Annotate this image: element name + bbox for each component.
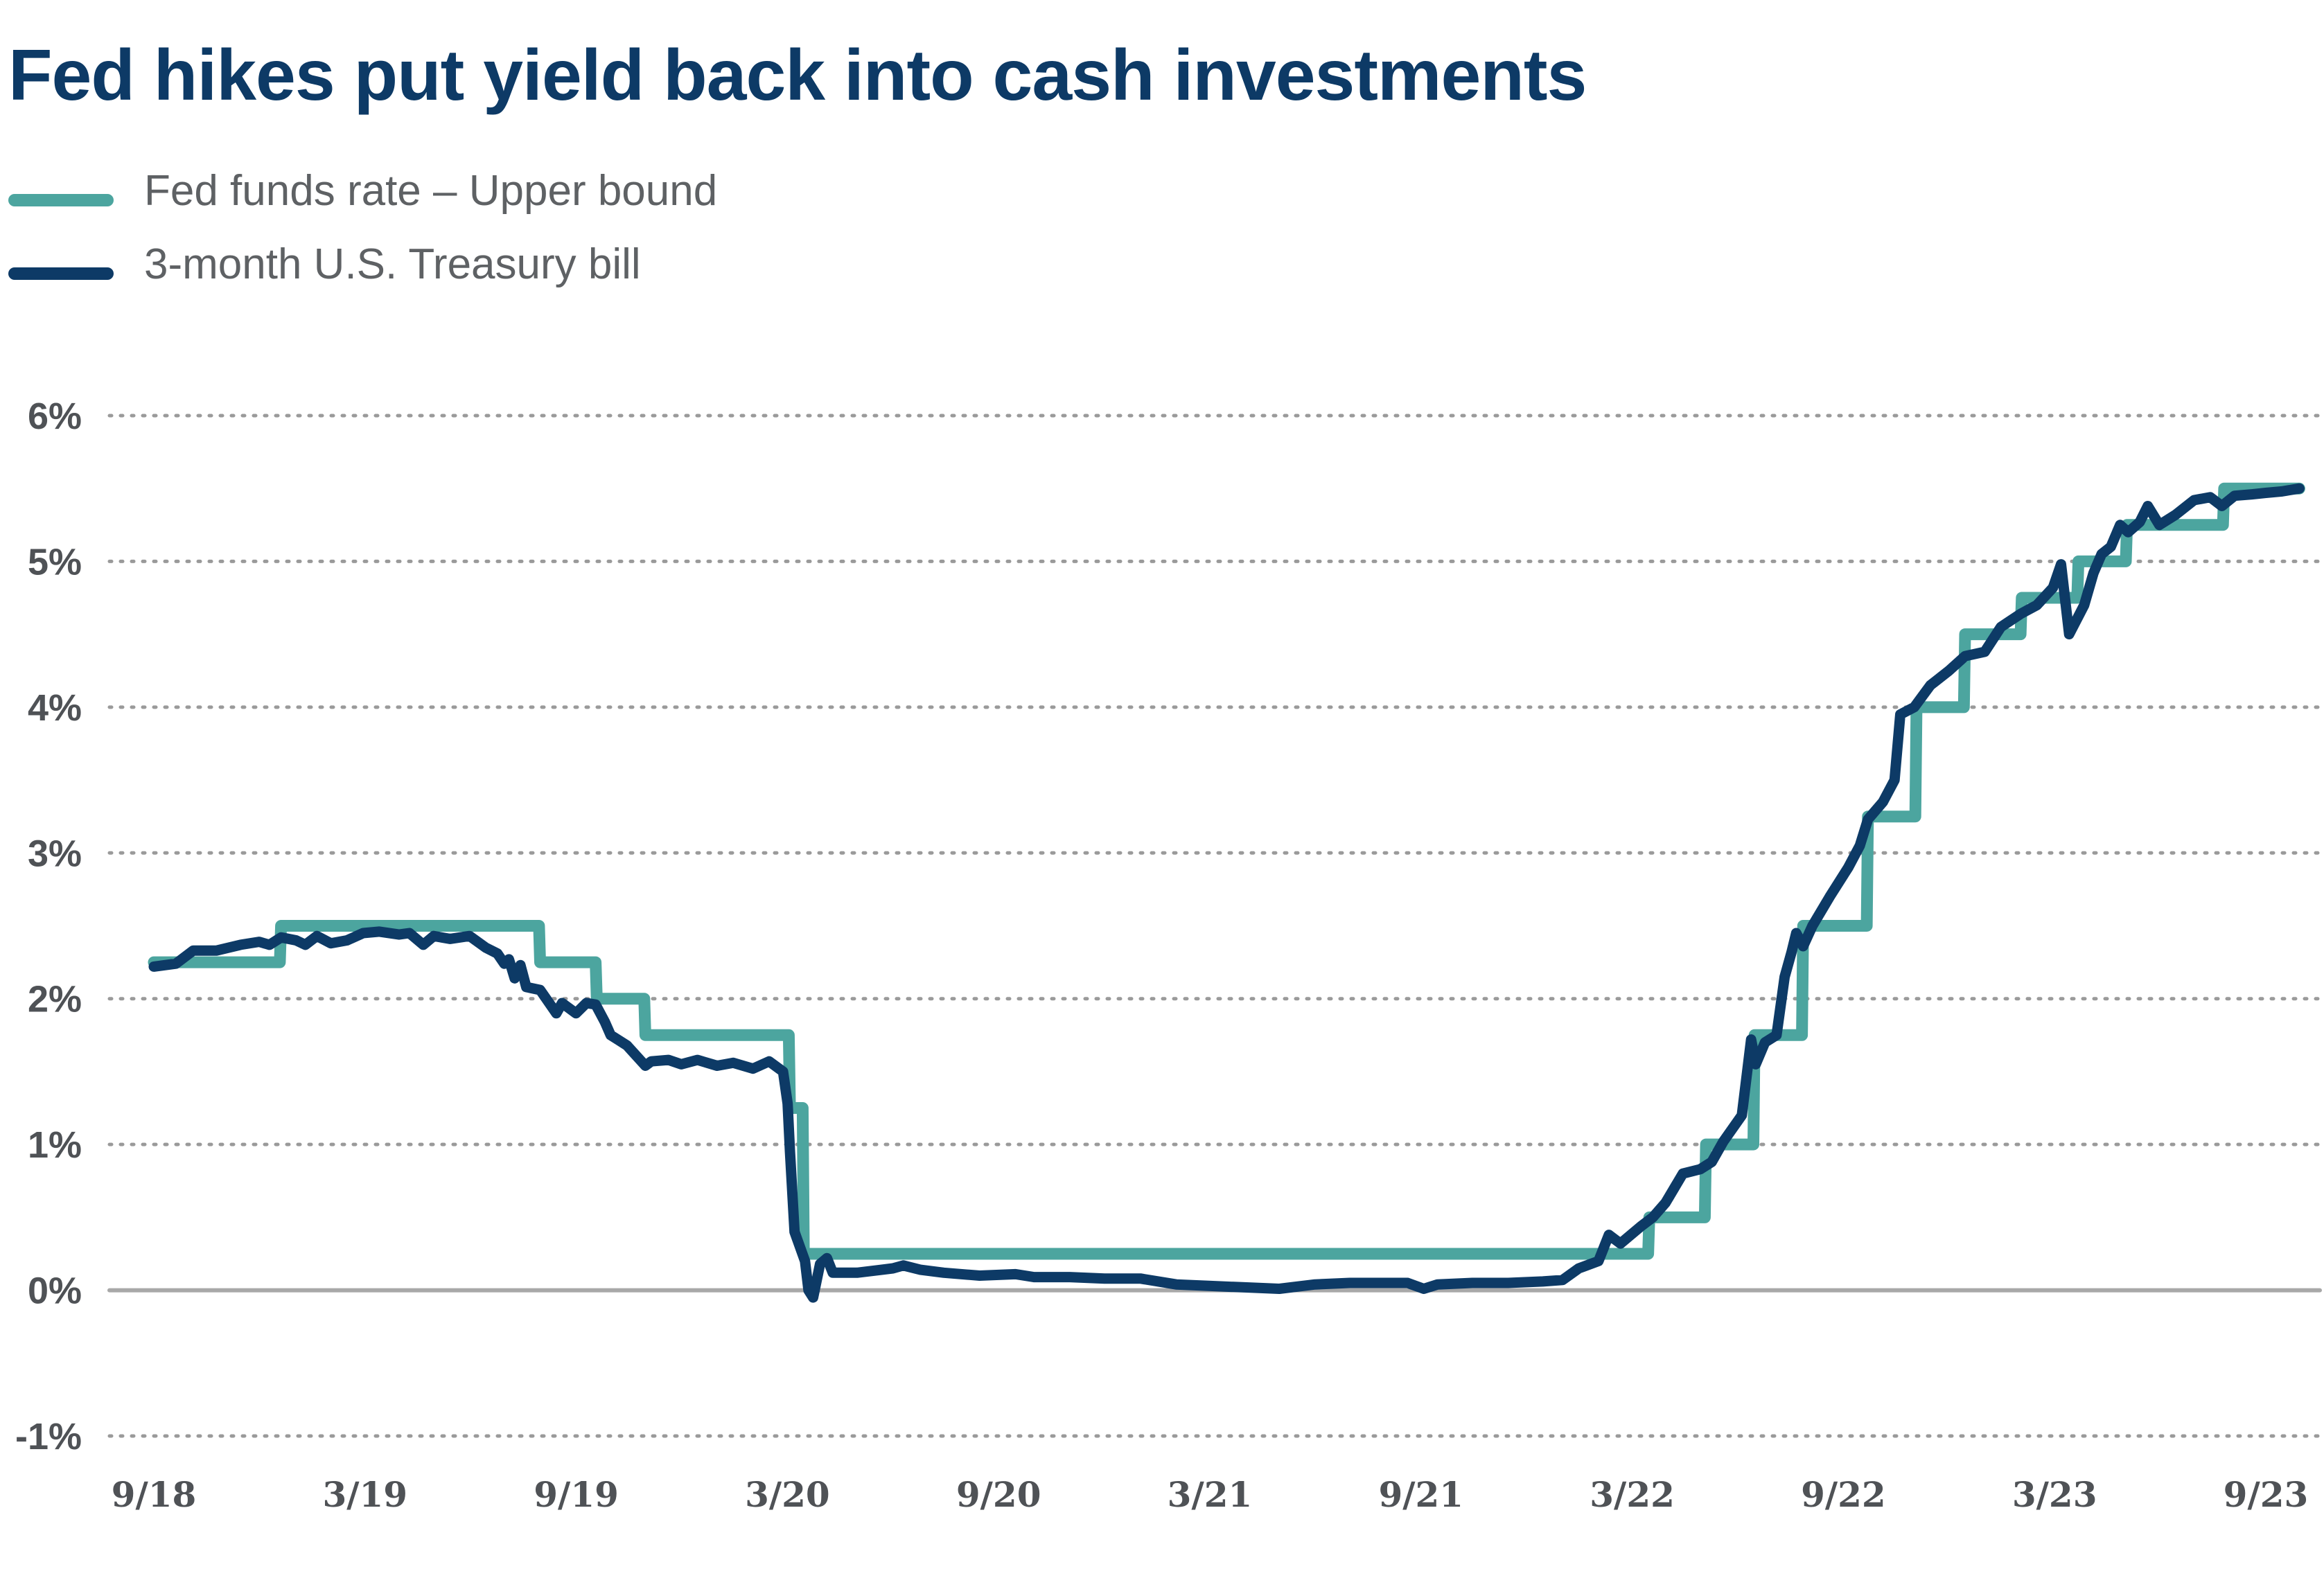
y-tick-label: 6% xyxy=(28,396,82,437)
y-tick-label: 2% xyxy=(28,979,82,1020)
y-tick-label: 1% xyxy=(28,1124,82,1166)
legend-label-tbill: 3-month U.S. Treasury bill xyxy=(144,240,641,288)
x-tick-label: 3/23 xyxy=(2012,1474,2097,1515)
y-tick-label: 4% xyxy=(28,687,82,729)
x-tick-label: 3/21 xyxy=(1168,1474,1253,1515)
x-tick-label: 9/23 xyxy=(2224,1474,2309,1515)
series-line-fed-funds xyxy=(148,482,2305,1260)
x-axis: 9/18 3/19 9/19 3/20 9/20 3/21 9/21 3/22 9/22 3/23… xyxy=(112,1474,2309,1515)
y-tick-label: -1% xyxy=(15,1416,82,1457)
x-tick-label: 9/20 xyxy=(956,1474,1041,1515)
chart-title: Fed hikes put yield back into cash inves… xyxy=(8,35,1587,116)
x-tick-label: 3/19 xyxy=(322,1474,407,1515)
legend-label-fed-funds: Fed funds rate – Upper bound xyxy=(144,167,718,215)
y-tick-label: 5% xyxy=(28,541,82,583)
x-tick-label: 9/19 xyxy=(534,1474,619,1515)
gridlines xyxy=(107,414,2322,1438)
series-lines xyxy=(148,482,2305,1303)
fed-funds-swatch xyxy=(8,194,114,206)
x-tick-label: 3/20 xyxy=(745,1474,830,1515)
x-tick-label: 9/18 xyxy=(112,1474,197,1515)
y-axis: 6% 5% 4% 3% 2% 1% 0% -1% xyxy=(15,396,82,1457)
tbill-swatch xyxy=(8,267,114,280)
series-line-tbill xyxy=(148,483,2305,1303)
x-tick-label: 3/22 xyxy=(1590,1474,1675,1515)
x-tick-label: 9/21 xyxy=(1378,1474,1463,1515)
y-tick-label: 0% xyxy=(28,1270,82,1312)
x-tick-label: 9/22 xyxy=(1801,1474,1886,1515)
y-tick-label: 3% xyxy=(28,833,82,874)
